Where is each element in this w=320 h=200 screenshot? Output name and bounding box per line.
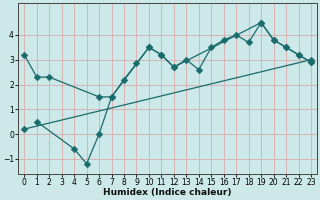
X-axis label: Humidex (Indice chaleur): Humidex (Indice chaleur) <box>103 188 232 197</box>
